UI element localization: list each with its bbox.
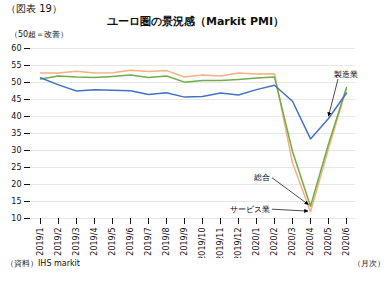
svg-text:20: 20 <box>11 180 21 189</box>
svg-text:2020/4: 2020/4 <box>306 228 315 256</box>
html-text:（図表 19）: （図表 19） <box>6 3 62 14</box>
svg-text:2019/6: 2019/6 <box>126 228 135 256</box>
svg-text:2019/11: 2019/11 <box>216 228 225 259</box>
svg-text:25: 25 <box>11 163 21 172</box>
svg-text:2019/4: 2019/4 <box>90 228 99 256</box>
svg-text:2019/10: 2019/10 <box>198 228 207 259</box>
svg-text:2020/2: 2020/2 <box>270 228 279 256</box>
svg-text:サービス業: サービス業 <box>230 205 270 214</box>
svg-text:2019/7: 2019/7 <box>144 228 153 256</box>
svg-text:45: 45 <box>11 95 21 104</box>
svg-text:2019/8: 2019/8 <box>162 228 171 256</box>
svg-text:2020/6: 2020/6 <box>342 228 351 256</box>
svg-text:55: 55 <box>11 61 21 70</box>
svg-text:30: 30 <box>11 146 21 155</box>
html-text:（50超＝改善）: （50超＝改善） <box>10 30 69 39</box>
svg-text:2020/3: 2020/3 <box>288 228 297 256</box>
svg-text:2019/2: 2019/2 <box>54 228 63 256</box>
svg-text:50: 50 <box>11 78 21 87</box>
svg-text:35: 35 <box>11 129 21 138</box>
svg-text:60: 60 <box>11 44 21 53</box>
svg-text:2019/9: 2019/9 <box>180 228 189 256</box>
html-text:（資料）IHS markit: （資料）IHS markit <box>6 259 80 268</box>
svg-text:2019/1: 2019/1 <box>36 228 45 256</box>
svg-text:2019/5: 2019/5 <box>108 228 117 256</box>
svg-text:10: 10 <box>11 214 21 223</box>
svg-text:2020/5: 2020/5 <box>324 228 333 256</box>
svg-text:2019/3: 2019/3 <box>72 228 81 256</box>
html-text:ユーロ圏の景況感（Markit PMI）: ユーロ圏の景況感（Markit PMI） <box>107 15 284 28</box>
html-text:（月次）: （月次） <box>353 259 385 268</box>
svg-text:40: 40 <box>11 112 21 121</box>
svg-text:2020/1: 2020/1 <box>252 228 261 256</box>
svg-text:製造業: 製造業 <box>334 70 358 79</box>
svg-text:15: 15 <box>11 197 21 206</box>
svg-text:2019/12: 2019/12 <box>234 228 243 259</box>
svg-text:総合: 総合 <box>253 173 270 182</box>
